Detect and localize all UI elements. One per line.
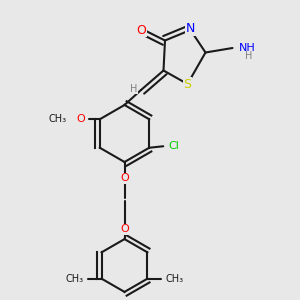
Text: O: O xyxy=(120,224,129,235)
Text: H: H xyxy=(245,51,253,62)
Text: CH₃: CH₃ xyxy=(49,114,67,124)
Text: H: H xyxy=(130,83,137,94)
Text: NH: NH xyxy=(238,43,255,53)
Text: O: O xyxy=(76,114,85,124)
Text: CH₃: CH₃ xyxy=(65,274,84,284)
Text: CH₃: CH₃ xyxy=(165,274,184,284)
Text: S: S xyxy=(184,77,191,91)
Text: Cl: Cl xyxy=(169,141,180,151)
Text: O: O xyxy=(120,173,129,184)
Text: N: N xyxy=(186,22,195,35)
Text: O: O xyxy=(136,23,146,37)
